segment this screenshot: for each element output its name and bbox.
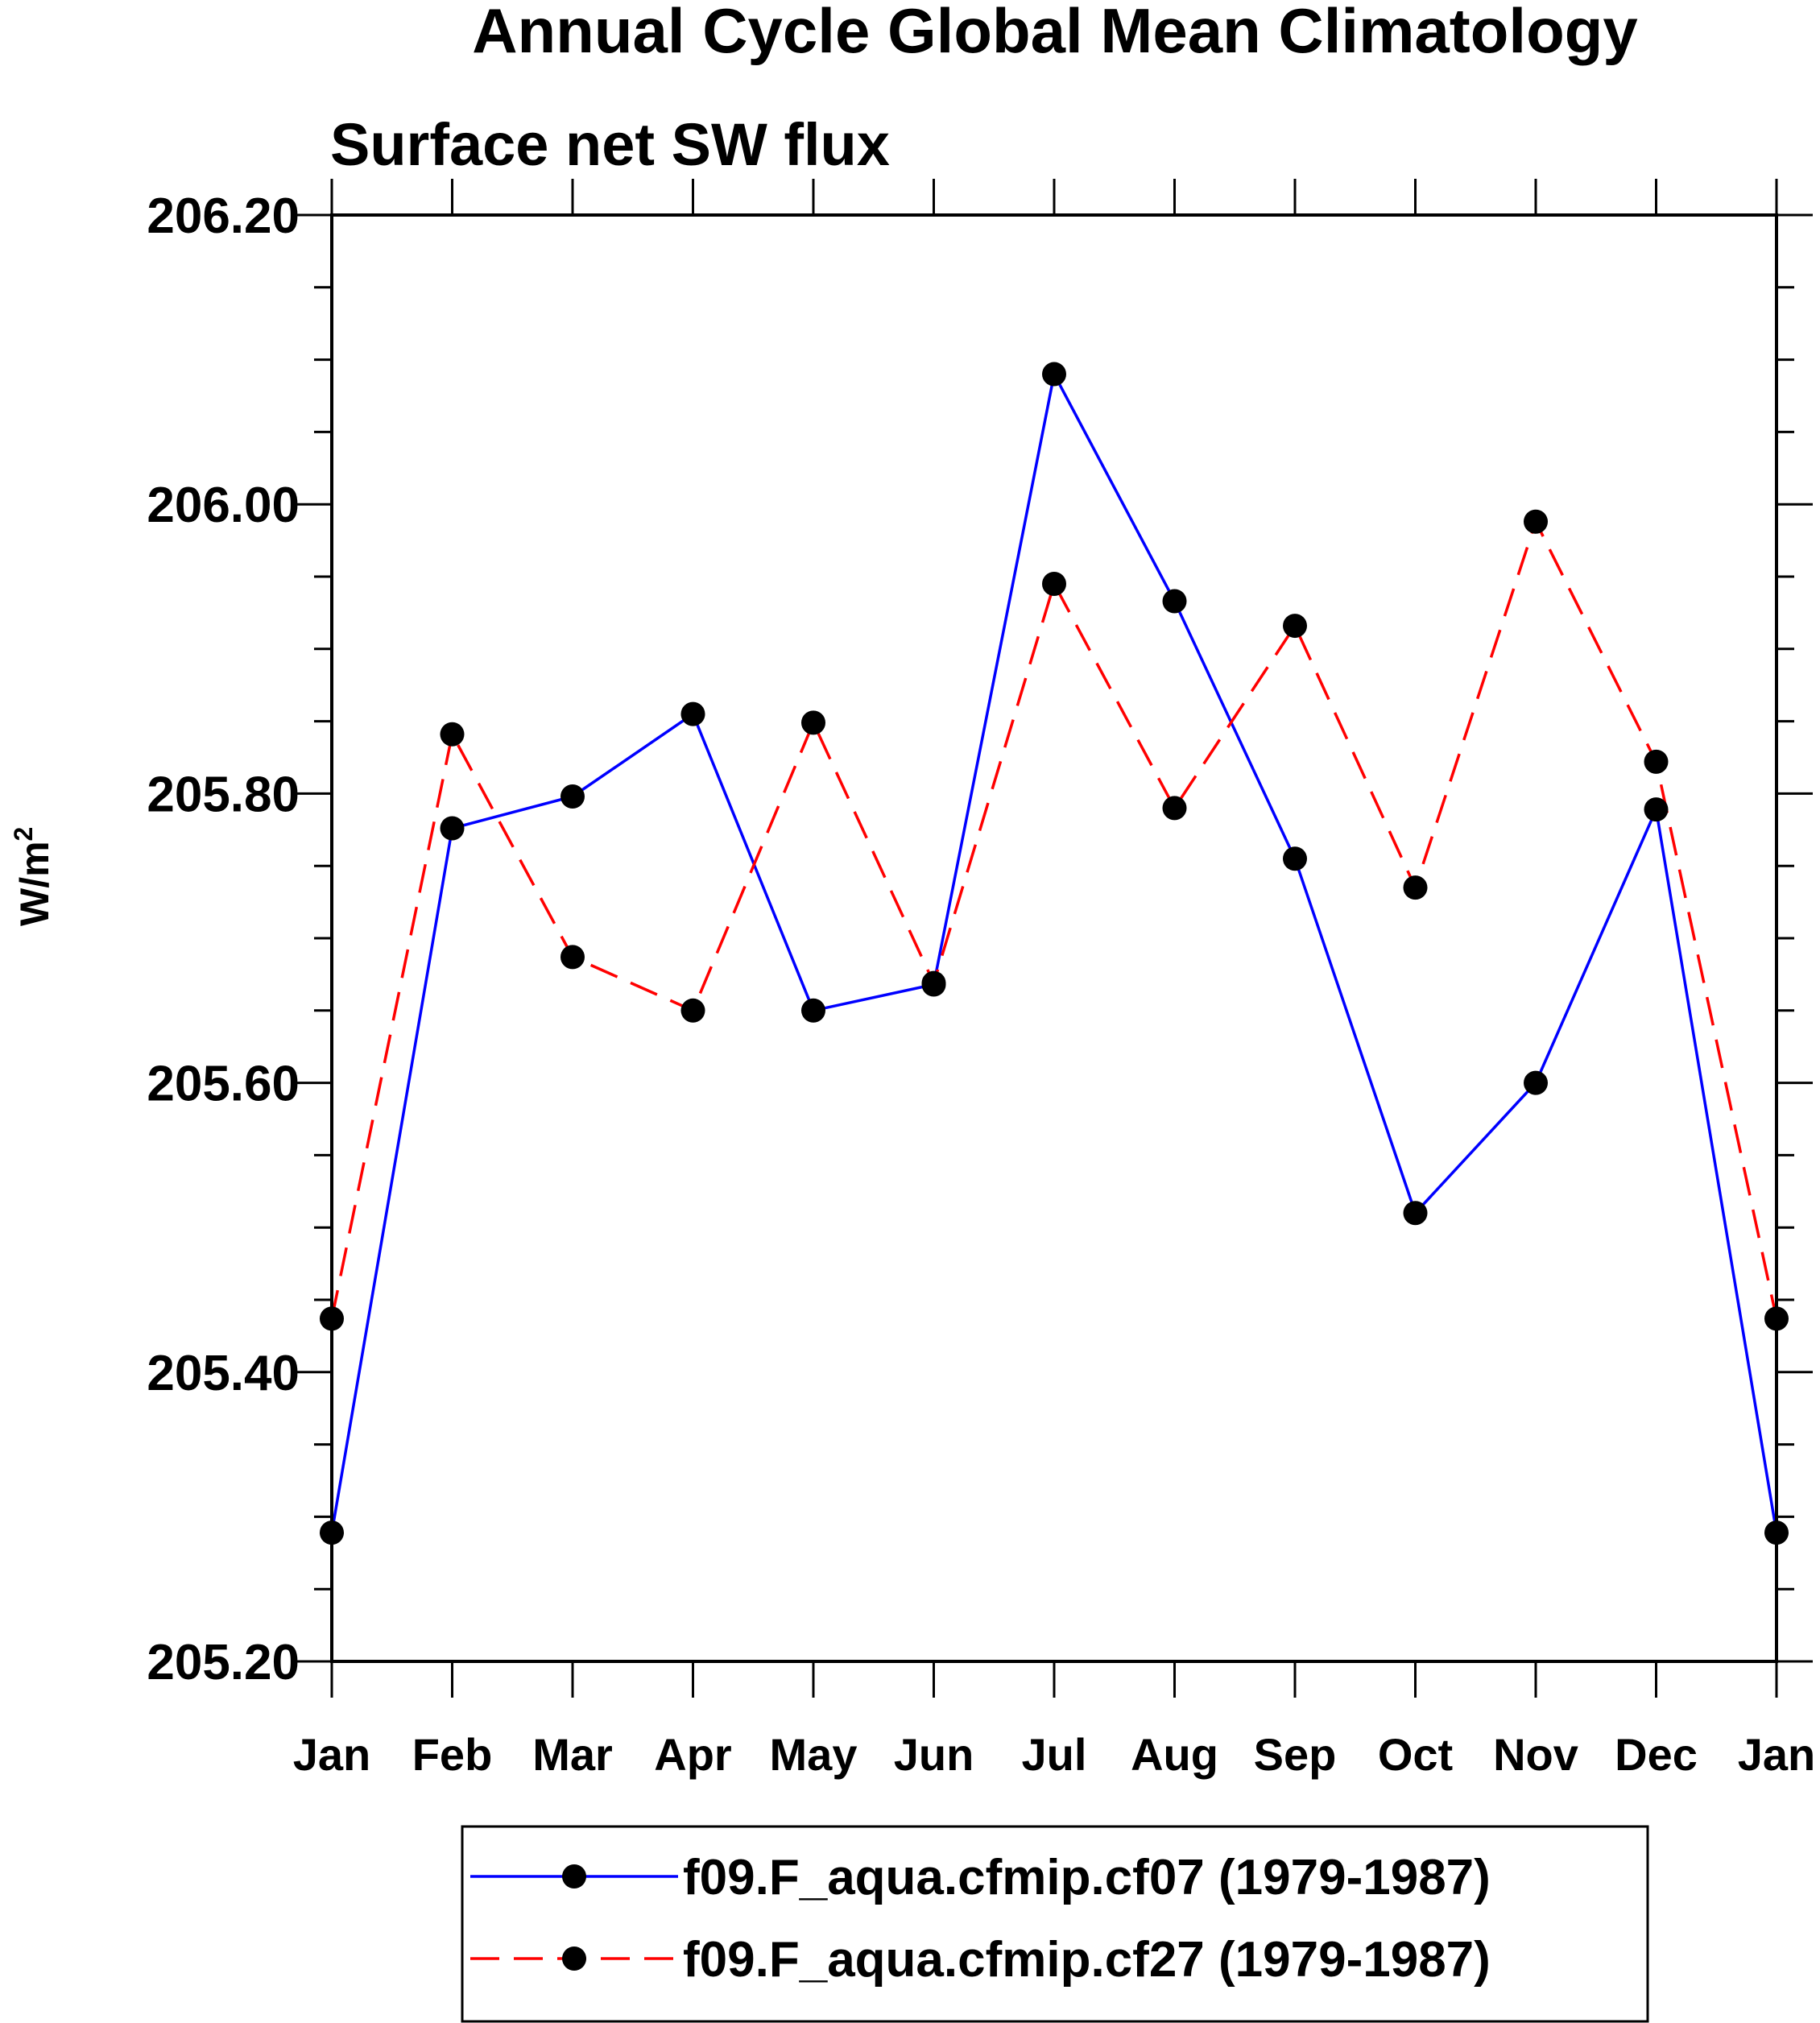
data-point-s2 (1162, 796, 1187, 821)
legend-marker-2 (562, 1946, 586, 1971)
data-point-s1 (440, 816, 465, 841)
y-tick-labels: 205.20 205.40 205.60 205.80 206.00 206.20 (147, 188, 300, 1690)
data-point-s2 (801, 710, 825, 735)
series-line-1 (330, 370, 1778, 1533)
legend-box (461, 1825, 1649, 2023)
y-tick-label: 206.20 (147, 188, 300, 244)
series-layer (320, 362, 1789, 1545)
data-point-s1 (1042, 362, 1066, 387)
x-tick-label: Sep (1254, 1729, 1337, 1780)
legend: f09.F_aqua.cfmip.cf07 (1979-1987) f09.F_a… (461, 1825, 1649, 2023)
plot-frame (330, 213, 1778, 1663)
series-line-2 (330, 518, 1778, 1319)
x-tick-label: Jun (894, 1729, 974, 1780)
y-tick-label: 205.60 (147, 1057, 300, 1112)
x-tick-label: Jul (1022, 1729, 1087, 1780)
data-point-s1 (801, 998, 825, 1023)
x-tick-label: Nov (1493, 1729, 1578, 1780)
y-tick-label: 205.20 (147, 1635, 300, 1690)
data-point-s1 (1524, 1070, 1548, 1095)
data-point-s1 (1162, 589, 1187, 614)
x-tick-label: Dec (1615, 1729, 1698, 1780)
y-tick-label: 205.40 (147, 1346, 300, 1401)
data-point-s1 (680, 701, 705, 726)
axis-ticks (296, 179, 1813, 1698)
data-point-s2 (1042, 571, 1066, 596)
data-point-s1 (1644, 797, 1669, 822)
x-tick-label: Jan (1738, 1729, 1816, 1780)
data-point-s2 (1283, 614, 1307, 639)
y-axis-title: W/m2 (9, 827, 57, 926)
data-point-s2 (560, 945, 585, 970)
x-tick-label: Aug (1131, 1729, 1218, 1780)
y-axis-title-base: W/m (12, 841, 57, 926)
data-point-s2 (440, 722, 465, 747)
data-point-s2 (1403, 875, 1428, 900)
legend-label-1: f09.F_aqua.cfmip.cf07 (1979-1987) (683, 1850, 1491, 1905)
data-point-s2 (921, 970, 946, 995)
data-point-s1 (560, 784, 585, 809)
x-tick-label: May (770, 1729, 858, 1780)
x-tick-label: Apr (654, 1729, 731, 1780)
x-tick-label: Jan (293, 1729, 371, 1780)
y-tick-label: 205.80 (147, 767, 300, 822)
x-tick-labels: Jan Feb Mar Apr May Jun Jul Aug Sep Oct Nov Dec Jan (293, 1729, 1816, 1780)
x-tick-label: Feb (412, 1729, 493, 1780)
data-point-s1 (1283, 846, 1307, 871)
x-tick-label: Mar (532, 1729, 613, 1780)
y-tick-label: 206.00 (147, 478, 300, 533)
data-point-s2 (1524, 509, 1548, 534)
legend-label-2: f09.F_aqua.cfmip.cf27 (1979-1987) (683, 1932, 1491, 1988)
x-tick-label: Oct (1378, 1729, 1453, 1780)
data-point-s1 (1403, 1201, 1428, 1226)
chart-title: Annual Cycle Global Mean Climatology (472, 0, 1638, 66)
y-axis-title-superscript: 2 (9, 827, 38, 842)
svg-text:W/m2: W/m2 (9, 827, 57, 926)
chart-subtitle: Surface net SW flux (330, 111, 890, 178)
data-point-s2 (680, 998, 705, 1023)
data-point-s2 (1644, 749, 1669, 774)
legend-marker-1 (562, 1864, 586, 1889)
